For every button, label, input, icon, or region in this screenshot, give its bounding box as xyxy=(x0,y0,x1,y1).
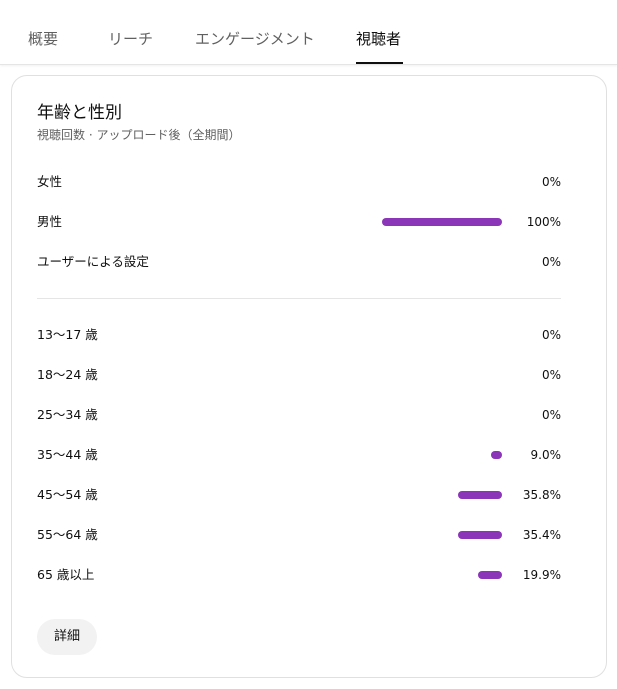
row-label: 女性 xyxy=(37,174,63,189)
row-percent: 0% xyxy=(541,328,561,342)
row-label: 45〜54 歳 xyxy=(37,487,98,502)
age-row: 65 歳以上 19.9% xyxy=(37,565,561,585)
section-divider xyxy=(37,298,561,299)
row-label: 25〜34 歳 xyxy=(37,407,98,422)
row-percent: 0% xyxy=(541,255,561,269)
card-subtitle: 視聴回数 · アップロード後（全期間） xyxy=(37,128,241,142)
age-row: 25〜34 歳 0% xyxy=(37,405,561,425)
percent-bar xyxy=(490,451,502,459)
row-label: 男性 xyxy=(37,214,63,229)
row-label: ユーザーによる設定 xyxy=(37,254,149,269)
card-title: 年齢と性別 xyxy=(37,103,122,123)
tab-label: 視聴者 xyxy=(356,30,402,48)
row-percent: 35.8% xyxy=(522,488,561,502)
tab-label: 概要 xyxy=(28,30,59,48)
details-button[interactable]: 詳細 xyxy=(37,619,97,655)
tab-reach[interactable]: リーチ xyxy=(108,28,153,64)
row-percent: 100% xyxy=(526,215,561,229)
tab-engagement[interactable]: エンゲージメント xyxy=(195,28,315,64)
row-label: 55〜64 歳 xyxy=(37,527,98,542)
active-tab-indicator xyxy=(356,62,403,64)
row-percent: 0% xyxy=(541,408,561,422)
row-label: 18〜24 歳 xyxy=(37,367,98,382)
gender-row-male: 男性 100% xyxy=(37,212,561,232)
percent-bar xyxy=(458,531,502,539)
age-row: 13〜17 歳 0% xyxy=(37,325,561,345)
row-label: 13〜17 歳 xyxy=(37,327,98,342)
tab-overview[interactable]: 概要 xyxy=(28,28,58,64)
percent-bar xyxy=(458,491,502,499)
row-percent: 0% xyxy=(541,368,561,382)
percent-bar xyxy=(382,218,502,226)
gender-row-female: 女性 0% xyxy=(37,172,561,192)
gender-row-user-specified: ユーザーによる設定 0% xyxy=(37,252,561,272)
row-percent: 9.0% xyxy=(530,448,562,462)
tab-bar: 概要 リーチ エンゲージメント 視聴者 xyxy=(0,0,617,65)
age-row: 35〜44 歳 9.0% xyxy=(37,445,561,465)
row-percent: 19.9% xyxy=(522,568,561,582)
row-percent: 35.4% xyxy=(522,528,561,542)
age-row: 55〜64 歳 35.4% xyxy=(37,525,561,545)
tab-audience[interactable]: 視聴者 xyxy=(356,28,403,64)
row-label: 35〜44 歳 xyxy=(37,447,98,462)
age-row: 45〜54 歳 35.8% xyxy=(37,485,561,505)
age-gender-card: 年齢と性別 視聴回数 · アップロード後（全期間） 女性 0% 男性 100% … xyxy=(11,75,607,678)
tab-label: リーチ xyxy=(108,30,154,48)
tab-label: エンゲージメント xyxy=(195,30,315,48)
age-row: 18〜24 歳 0% xyxy=(37,365,561,385)
row-label: 65 歳以上 xyxy=(37,567,95,582)
percent-bar xyxy=(477,571,502,579)
row-percent: 0% xyxy=(541,175,561,189)
